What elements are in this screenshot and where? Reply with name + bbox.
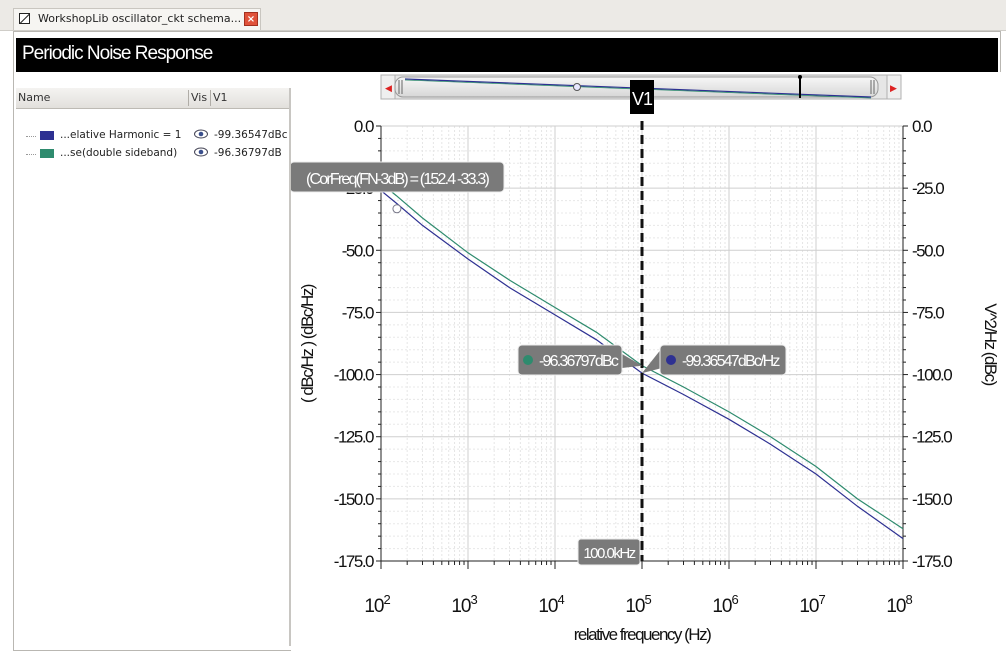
x-tick-label: 103	[451, 592, 477, 617]
y-tick-label-right: -150.0	[912, 490, 952, 509]
y-tick-label-left: -125.0	[334, 428, 374, 447]
y-axis-label-right: V^2/Hz (dBc)	[981, 303, 1000, 385]
marker-label-box-2[interactable]	[659, 344, 787, 376]
trace-value: -96.36797dB	[214, 147, 282, 159]
marker-label-pointer	[622, 354, 642, 368]
y-tick-label-right: -25.0	[912, 179, 944, 198]
axis-labels: relative frequency (Hz) ( dBc/Hz ) (dBc/H…	[298, 284, 1000, 644]
y-axis-label-left: ( dBc/Hz ) (dBc/Hz)	[298, 284, 317, 403]
tab-title: WorkshopLib oscillator_ckt schema...	[38, 12, 242, 25]
x-tick-label: 102	[364, 592, 390, 617]
trace-name: ...se(double sideband)	[60, 147, 178, 159]
v1-marker-flag[interactable]	[630, 80, 654, 114]
scroll-right-arrow[interactable]: ▶	[890, 83, 897, 93]
y-tick-label-left: -50.0	[342, 241, 374, 260]
overview-handle[interactable]	[573, 83, 581, 91]
column-v1-header[interactable]: V1	[213, 91, 228, 104]
x-tick-label: 105	[625, 592, 651, 617]
y-tick-label-right: -50.0	[912, 241, 944, 260]
y-tick-label-right: -175.0	[912, 552, 952, 571]
y-tick-label-right: -100.0	[912, 366, 952, 385]
trace-table-header: Name Vis V1	[16, 88, 289, 109]
y-tick-label-right: 0.0	[912, 117, 932, 136]
noise-response-chart[interactable]: ◀ ▶ 0.00.0-25.0-25.0-50.0-50.0-75.0-75.0…	[289, 72, 1006, 656]
x-tick-label: 106	[712, 592, 738, 617]
x-tick-label: 108	[886, 592, 912, 617]
trace-name: ...elative Harmonic = 1	[60, 129, 182, 141]
y-tick-label-left: -100.0	[334, 366, 374, 385]
marker-layer: V1 100.0kHz (CorFreq(FN-3dB) = (152.4 -33.…	[289, 80, 787, 566]
x-axis-label: relative frequency (Hz)	[574, 625, 711, 644]
graph-title-bar: Periodic Noise Response	[16, 38, 998, 72]
y-tick-label-left: -75.0	[342, 303, 374, 322]
y-tick-label-right: -125.0	[912, 428, 952, 447]
trace-row[interactable]: ...elative Harmonic = 1 -99.36547dBc	[26, 128, 288, 144]
x-tick-label: 104	[538, 592, 564, 617]
tab-oscillator-schematic[interactable]: WorkshopLib oscillator_ckt schema... ×	[13, 8, 261, 30]
marker-label-box-1[interactable]	[517, 344, 623, 376]
marker-label-pointer	[642, 348, 662, 374]
page-title: Periodic Noise Response	[22, 43, 213, 64]
scroll-left-arrow[interactable]: ◀	[385, 83, 392, 93]
marker-label-text-2: -99.36547dBc/Hz	[682, 353, 780, 370]
marker-label-text-1: -96.36797dBc	[539, 353, 619, 370]
eye-icon[interactable]	[194, 147, 208, 157]
trace-value: -99.36547dBc	[214, 129, 288, 141]
corner-point-marker[interactable]	[392, 204, 402, 214]
marker-dot-2	[666, 355, 676, 365]
trace-panel: Name Vis V1 ...elative Harmonic = 1 -99.…	[16, 88, 291, 646]
y-tick-label-left: -175.0	[334, 552, 374, 571]
trace-row[interactable]: ...se(double sideband) -96.36797dB	[26, 146, 288, 162]
close-icon[interactable]: ×	[244, 12, 258, 26]
x-tick-label: 107	[799, 592, 825, 617]
y-tick-label-left: -150.0	[334, 490, 374, 509]
column-vis-header[interactable]: Vis	[191, 91, 208, 104]
corner-label-text: (CorFreq(FN-3dB) = (152.4 -33.3)	[306, 171, 490, 188]
column-name-header[interactable]: Name	[18, 91, 51, 104]
v1-marker-name: V1	[632, 89, 653, 109]
axes: 0.00.0-25.0-25.0-50.0-50.0-75.0-75.0-100…	[334, 117, 954, 617]
trace-color-swatch	[40, 131, 54, 140]
chart-area: ◀ ▶ 0.00.0-25.0-25.0-50.0-50.0-75.0-75.0…	[289, 72, 1006, 656]
marker-dot-1	[523, 355, 533, 365]
y-tick-label-right: -75.0	[912, 303, 944, 322]
eye-icon[interactable]	[194, 129, 208, 139]
tab-bar: WorkshopLib oscillator_ckt schema... ×	[0, 0, 1006, 31]
v1-frequency-box	[577, 538, 641, 566]
trace-color-swatch	[40, 149, 54, 158]
v1-frequency-label: 100.0kHz	[583, 545, 635, 562]
schematic-icon	[19, 13, 30, 24]
y-tick-label-left: 0.0	[354, 117, 374, 136]
